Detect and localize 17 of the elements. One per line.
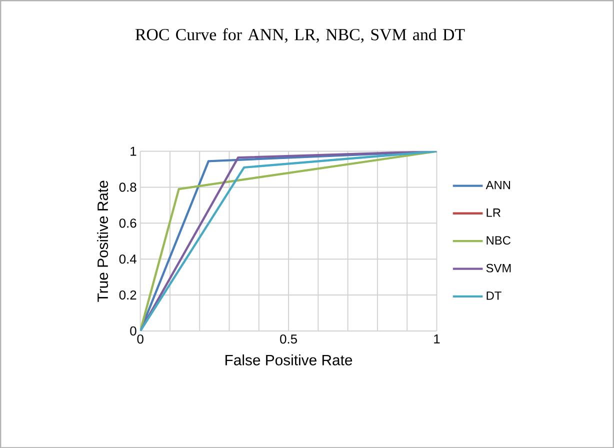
y-tick-label: 0 — [130, 326, 136, 336]
y-axis-title: True Positive Rate — [97, 180, 108, 302]
x-tick-label: 0 — [137, 334, 144, 344]
legend-label: DT — [486, 291, 502, 300]
legend-label: ANN — [486, 180, 510, 190]
legend-label: SVM — [486, 264, 511, 272]
legend-label: LR — [486, 208, 500, 217]
legend-label: NBC — [486, 236, 511, 244]
x-tick-label: 0.5 — [280, 334, 297, 344]
y-tick-label: 1 — [130, 146, 136, 156]
y-tick-label: 0.6 — [119, 218, 136, 228]
y-tick-label: 0.8 — [119, 182, 136, 192]
chart-title: ROC Curve for ANN, LR, NBC, SVM and DT — [135, 28, 465, 43]
x-axis-title: False Positive Rate — [226, 354, 352, 366]
x-tick-label: 1 — [434, 334, 440, 344]
y-tick-label: 0.2 — [119, 290, 136, 300]
y-tick-label: 0.4 — [119, 254, 136, 264]
